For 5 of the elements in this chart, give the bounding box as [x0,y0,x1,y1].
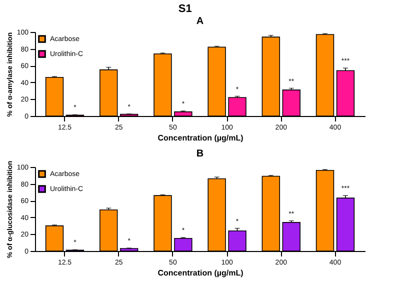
chart-title: B [196,148,204,160]
chart-title: S1 [178,3,192,15]
x-axis-title: Concentration (µg/mL) [158,268,244,278]
chart-subtitle: A [196,16,204,27]
x-axis-title: Concentration (µg/mL) [158,134,244,142]
